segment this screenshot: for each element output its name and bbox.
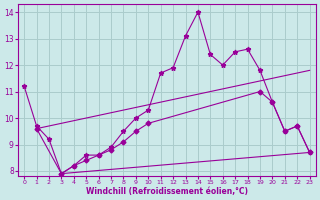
- X-axis label: Windchill (Refroidissement éolien,°C): Windchill (Refroidissement éolien,°C): [86, 187, 248, 196]
